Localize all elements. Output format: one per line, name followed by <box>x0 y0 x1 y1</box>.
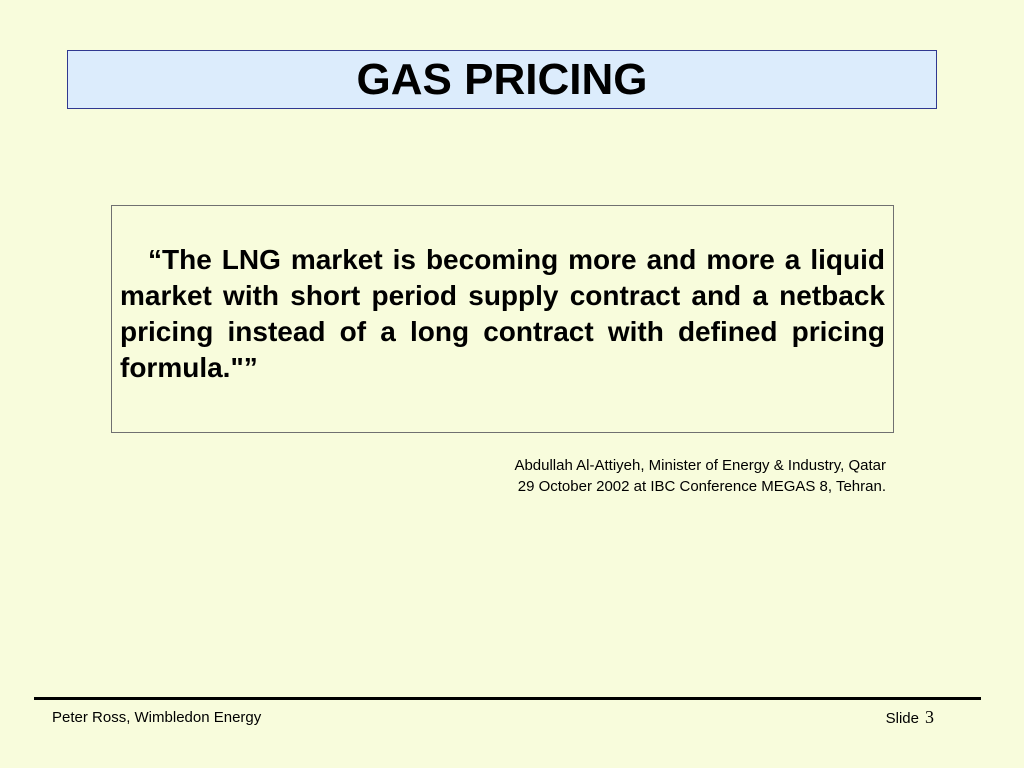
slide-title: GAS PRICING <box>356 54 648 104</box>
slide-label: Slide <box>885 710 919 727</box>
slide-number: 3 <box>925 707 934 727</box>
footer-divider <box>34 697 981 700</box>
quote-text: “The LNG market is becoming more and mor… <box>120 244 885 383</box>
title-box: GAS PRICING <box>67 50 937 109</box>
footer-author: Peter Ross, Wimbledon Energy <box>52 709 262 726</box>
attribution-line-1: Abdullah Al-Attiyeh, Minister of Energy … <box>514 457 886 474</box>
attribution-line-2: 29 October 2002 at IBC Conference MEGAS … <box>517 478 886 495</box>
quote-box: “The LNG market is becoming more and mor… <box>111 205 894 433</box>
quote-attribution: Abdullah Al-Attiyeh, Minister of Energy … <box>514 455 886 497</box>
footer-slide-indicator: Slide 3 <box>886 707 934 728</box>
